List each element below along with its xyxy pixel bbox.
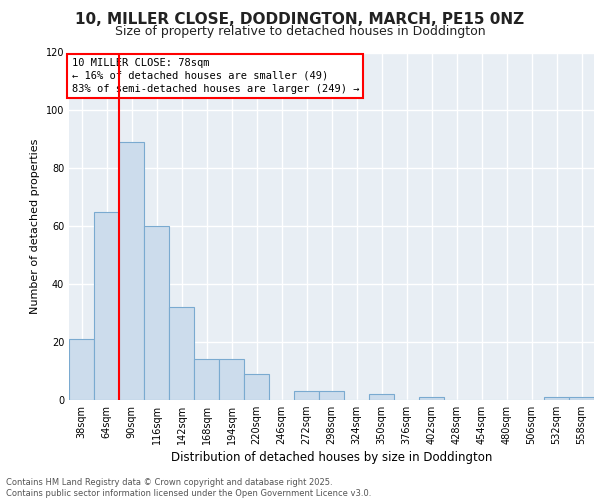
Bar [294,392,319,400]
Bar [219,360,244,400]
Text: 10, MILLER CLOSE, DODDINGTON, MARCH, PE15 0NZ: 10, MILLER CLOSE, DODDINGTON, MARCH, PE1… [76,12,524,28]
Y-axis label: Number of detached properties: Number of detached properties [30,138,40,314]
Bar [119,142,144,400]
Bar [169,308,194,400]
X-axis label: Distribution of detached houses by size in Doddington: Distribution of detached houses by size … [171,452,492,464]
Text: 10 MILLER CLOSE: 78sqm
← 16% of detached houses are smaller (49)
83% of semi-det: 10 MILLER CLOSE: 78sqm ← 16% of detached… [71,58,359,94]
Bar [419,397,444,400]
Bar [319,392,344,400]
Bar [94,212,119,400]
Bar [244,374,269,400]
Bar [544,397,569,400]
Bar [369,394,394,400]
Text: Contains HM Land Registry data © Crown copyright and database right 2025.
Contai: Contains HM Land Registry data © Crown c… [6,478,371,498]
Bar [194,360,219,400]
Bar [569,397,594,400]
Text: Size of property relative to detached houses in Doddington: Size of property relative to detached ho… [115,25,485,38]
Bar [69,339,94,400]
Bar [144,226,169,400]
